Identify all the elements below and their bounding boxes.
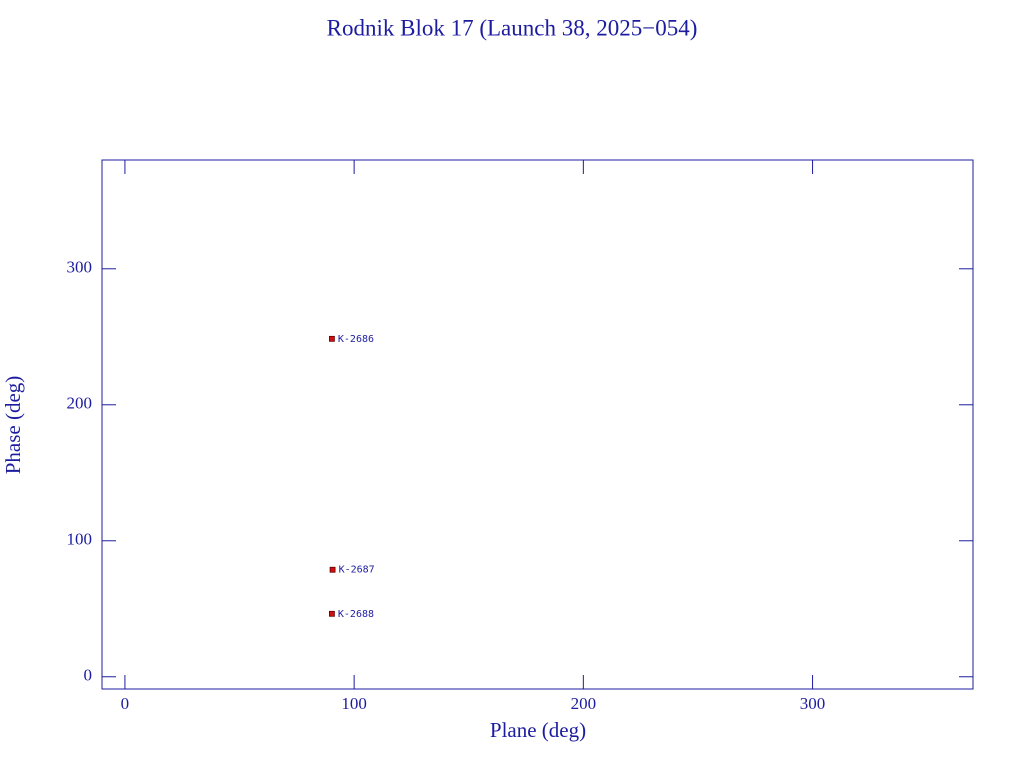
- y-axis-label: Phase (deg): [1, 376, 25, 475]
- y-tick-label: 0: [84, 666, 93, 685]
- point-label: K-2686: [338, 334, 374, 345]
- x-tick-label: 300: [800, 694, 826, 713]
- y-tick-label: 300: [67, 258, 93, 277]
- chart-title: Rodnik Blok 17 (Launch 38, 2025−054): [327, 15, 698, 40]
- point-label: K-2688: [338, 609, 374, 620]
- y-tick-label: 100: [67, 530, 93, 549]
- x-tick-label: 200: [571, 694, 597, 713]
- point-label: K-2687: [339, 565, 375, 576]
- point: [328, 335, 335, 342]
- x-tick-label: 100: [341, 694, 367, 713]
- point: [329, 566, 336, 573]
- x-tick-label: 0: [121, 694, 130, 713]
- plot-frame: [101, 159, 974, 690]
- x-axis-label: Plane (deg): [490, 718, 586, 742]
- y-tick-label: 200: [67, 394, 93, 413]
- point: [328, 610, 335, 617]
